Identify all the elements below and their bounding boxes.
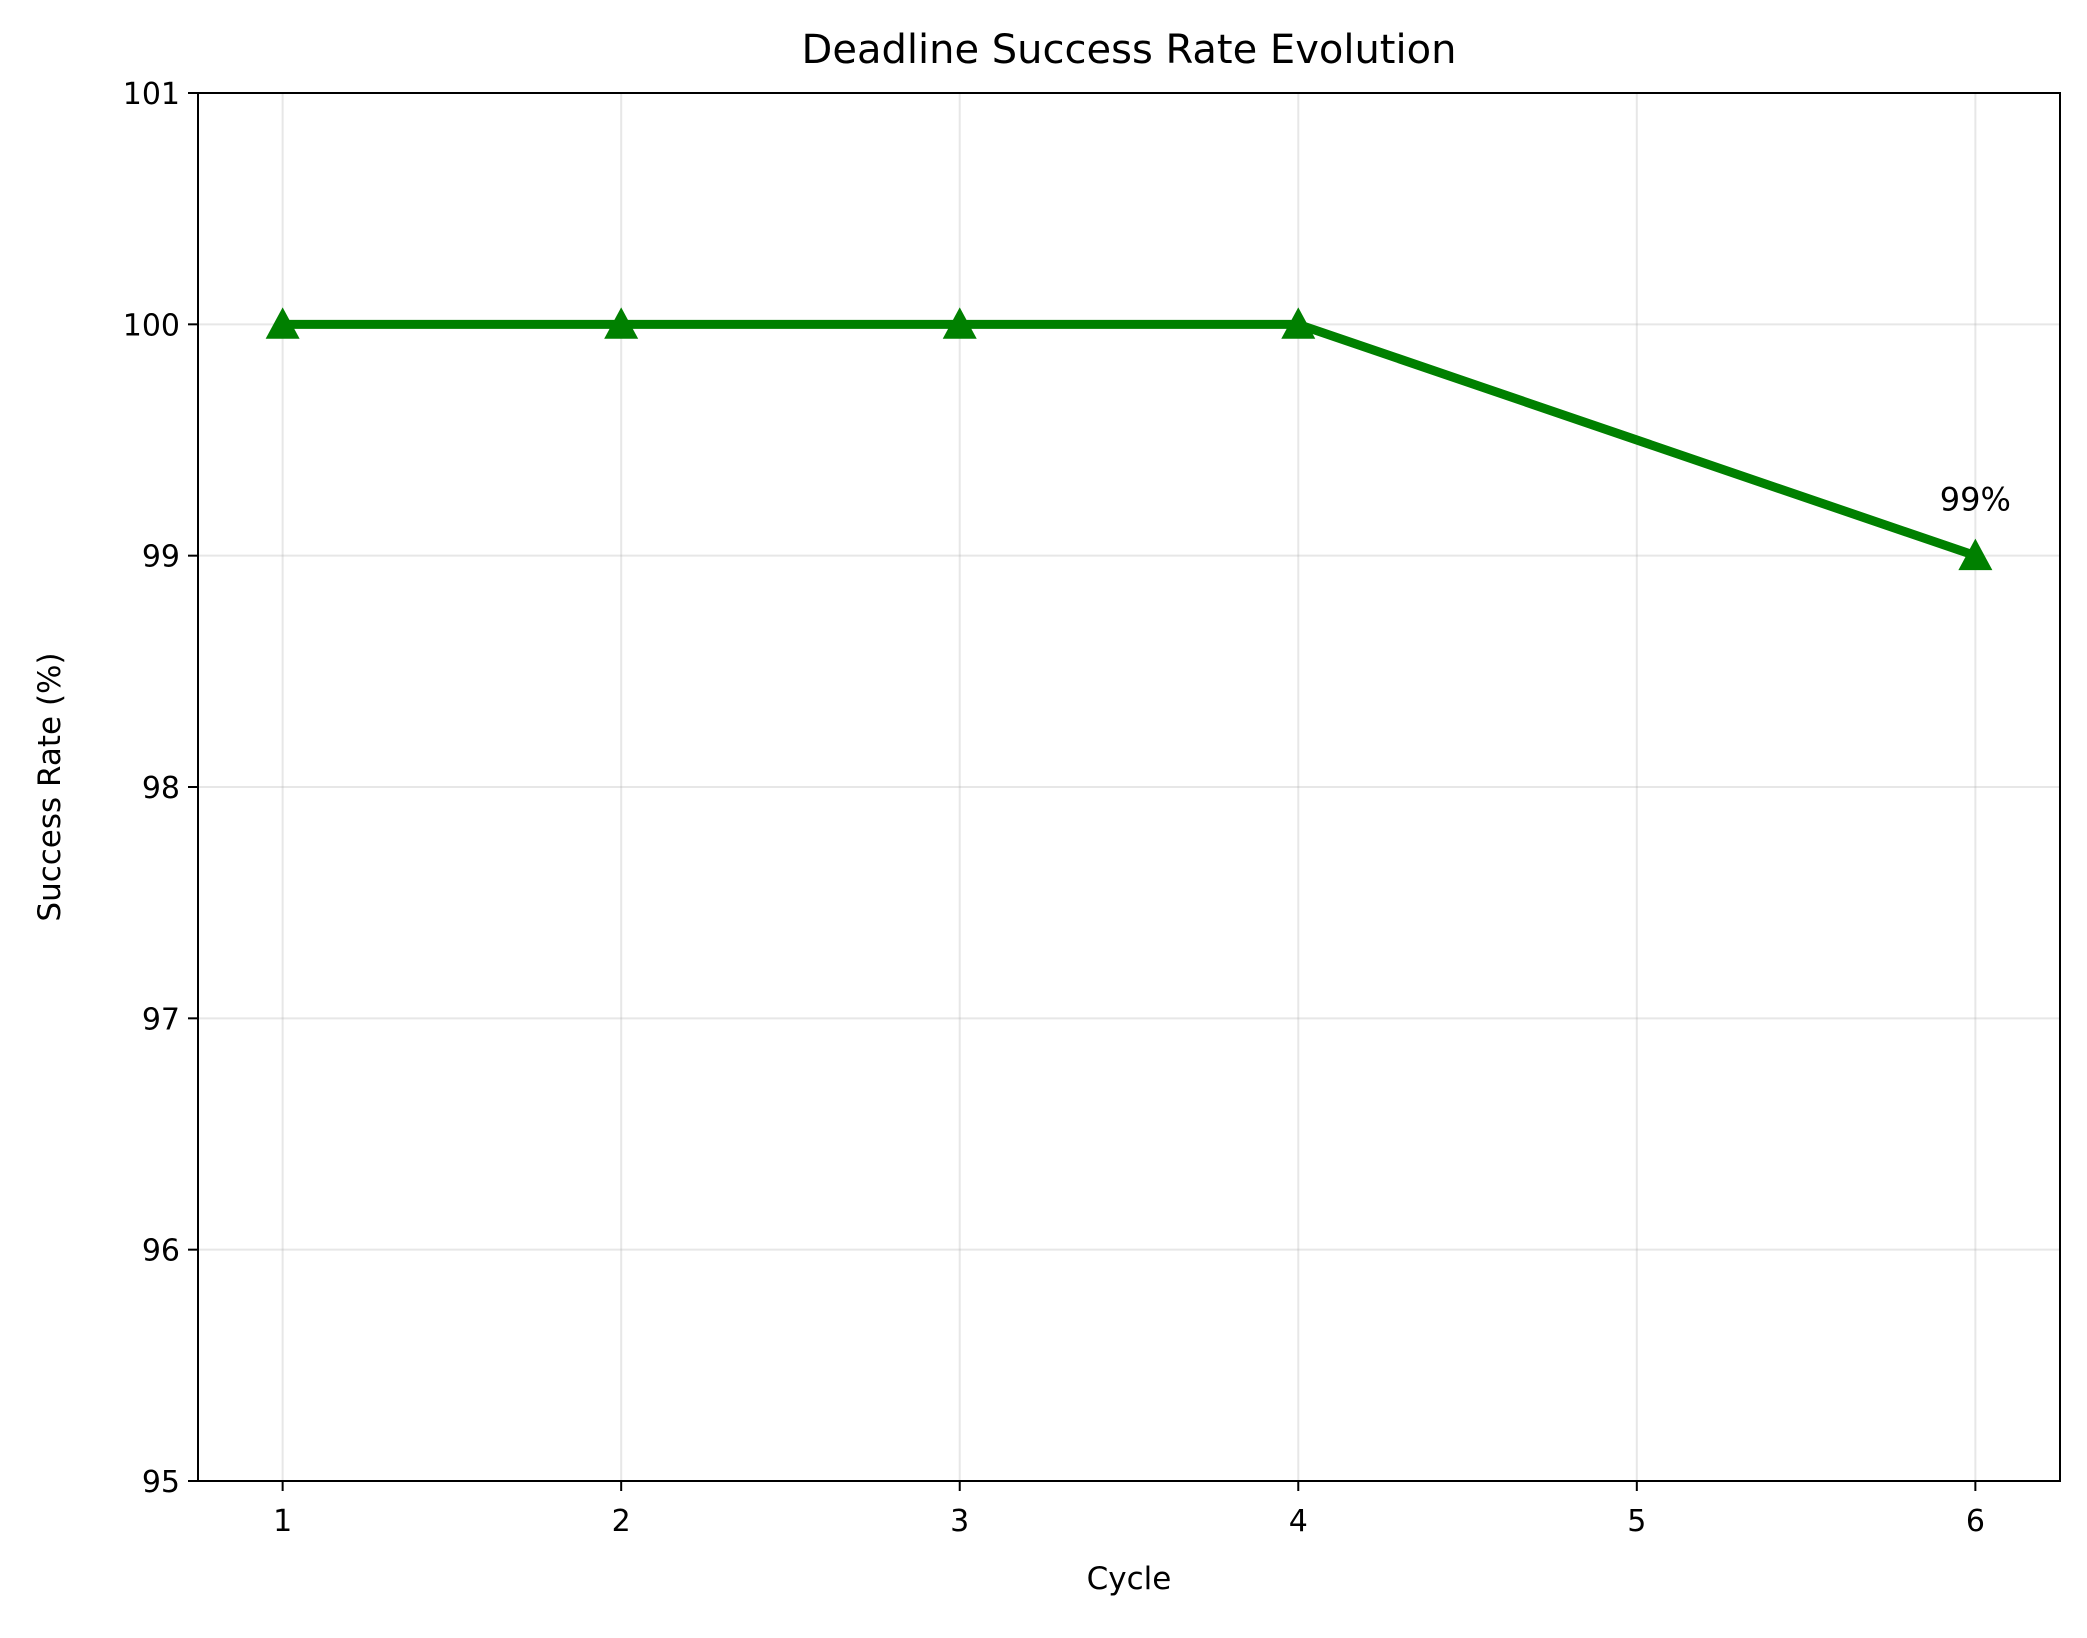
chart-title: Deadline Success Rate Evolution	[802, 27, 1457, 73]
data-point-marker	[1281, 307, 1316, 339]
x-axis-title: Cycle	[1087, 1561, 1172, 1597]
data-point-marker	[604, 307, 639, 339]
labels: 1 2 3 4 5 6 95 96 97 98 99 100 101 99%	[123, 77, 2011, 1539]
data-point-marker	[265, 307, 300, 339]
data-point-marker	[1958, 538, 1993, 571]
x-tick-label: 3	[950, 1504, 969, 1539]
grid	[198, 92, 2060, 1482]
x-tick-label: 2	[612, 1504, 631, 1539]
data-point-marker	[942, 307, 977, 339]
y-tick-label: 96	[142, 1234, 180, 1269]
y-tick-label: 98	[142, 771, 180, 806]
y-tick-label: 95	[142, 1465, 180, 1500]
x-tick-label: 5	[1627, 1504, 1646, 1539]
y-tick-label: 97	[142, 1002, 180, 1037]
y-tick-label: 101	[123, 77, 180, 112]
series	[265, 307, 1993, 571]
y-tick-label: 99	[142, 540, 180, 575]
series-line	[282, 319, 1977, 560]
axes	[188, 92, 2061, 1491]
x-tick-label: 4	[1289, 1504, 1308, 1539]
data-label: 99%	[1940, 481, 2011, 519]
x-tick-label: 1	[273, 1504, 292, 1539]
plot-frame	[197, 92, 2061, 1482]
y-tick-label: 100	[123, 308, 180, 343]
y-axis-title: Success Rate (%)	[32, 652, 68, 921]
x-tick-label: 6	[1966, 1504, 1985, 1539]
